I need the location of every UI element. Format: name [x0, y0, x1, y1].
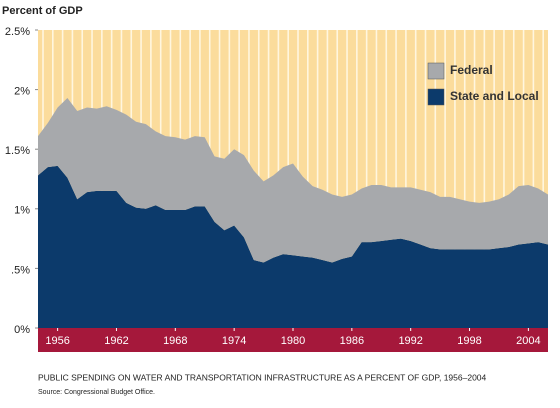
y-tick-label: 1.5%: [5, 145, 30, 157]
x-tick-label: 1998: [457, 335, 481, 347]
x-tick-label: 1974: [222, 335, 246, 347]
y-tick-label: 1%: [14, 205, 30, 217]
source: Source: Congressional Budget Office.: [38, 389, 155, 396]
y-tick-label: 2%: [14, 86, 30, 98]
y-tick-label: 2.5%: [5, 26, 30, 38]
legend-swatch: [427, 62, 445, 80]
x-tick-label: 1986: [340, 335, 364, 347]
x-tick-label: 1956: [45, 335, 69, 347]
area: [38, 97, 548, 263]
legend-label: Federal: [450, 63, 493, 77]
x-axis-band: [38, 328, 548, 352]
x-tick-label: 2004: [516, 335, 540, 347]
legend-swatch: [427, 88, 445, 106]
x-tick-label: 1968: [163, 335, 187, 347]
area: [38, 165, 548, 328]
x-tick-label: 1980: [281, 335, 305, 347]
caption: PUBLIC SPENDING ON WATER AND TRANSPORTAT…: [38, 372, 487, 382]
y-tick-label: 0%: [14, 324, 30, 336]
x-tick-label: 1962: [104, 335, 128, 347]
legend-label: State and Local: [450, 89, 539, 103]
x-tick-label: 1992: [398, 335, 422, 347]
y-axis-label: Percent of GDP: [2, 5, 83, 17]
y-tick-label: .5%: [11, 264, 30, 276]
